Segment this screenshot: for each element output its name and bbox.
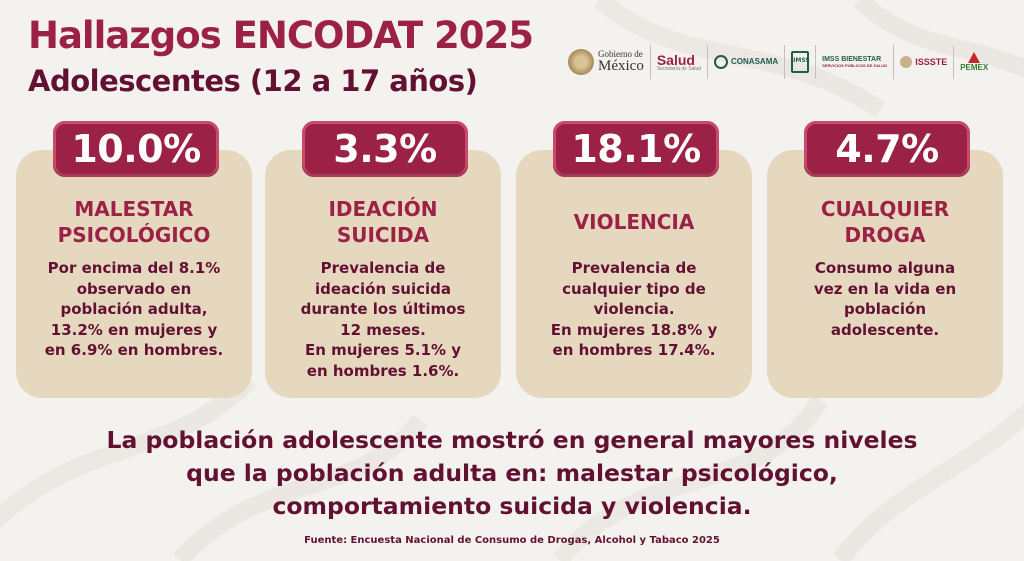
card-description: Prevalencia de cualquier tipo de violenc… xyxy=(516,258,752,361)
imss-bienestar-sub-label: SERVICIOS PÚBLICOS DE SALUD xyxy=(822,62,888,68)
issste-logo: ISSSTE xyxy=(893,45,953,79)
stat-badge: 3.3% xyxy=(302,121,468,177)
card-line: en 6.9% en hombres. xyxy=(44,341,224,359)
card-line: 12 meses. xyxy=(340,320,426,339)
card-malestar-psicologico xyxy=(16,150,252,398)
imss-label: IMSS xyxy=(791,51,810,73)
card-description: Por encima del 8.1% observado en poblaci… xyxy=(16,258,252,361)
card-description: Consumo alguna vez en la vida en poblaci… xyxy=(767,258,1003,340)
stat-badge: 18.1% xyxy=(553,121,719,177)
card-heading-line: VIOLENCIA xyxy=(573,210,695,234)
card-heading: MALESTAR PSICOLÓGICO xyxy=(16,194,252,250)
card-heading-line: DROGA xyxy=(844,223,926,247)
card-heading-line: IDEACIÓN xyxy=(328,197,438,221)
page-subtitle: Adolescentes (12 a 17 años) xyxy=(28,64,478,98)
conclusion-text: La población adolescente mostró en gener… xyxy=(40,424,984,523)
conasama-label: CONASAMA xyxy=(731,56,779,66)
pemex-logo: PEMEX xyxy=(953,45,994,79)
card-heading-line: SUICIDA xyxy=(336,223,430,247)
card-line: población adulta, xyxy=(60,300,208,318)
source-citation: Fuente: Encuesta Nacional de Consumo de … xyxy=(304,535,720,546)
conclusion-line: La población adolescente mostró en gener… xyxy=(106,426,918,454)
card-line: ideación suicida xyxy=(314,279,452,298)
card-line: 13.2% en mujeres y xyxy=(50,320,218,339)
stat-value: 4.7% xyxy=(835,127,939,171)
card-heading: IDEACIÓN SUICIDA xyxy=(265,194,501,250)
issste-icon xyxy=(900,56,913,68)
salud-logo: Salud Secretaría de Salud xyxy=(649,45,707,79)
card-heading-line: PSICOLÓGICO xyxy=(57,223,211,247)
card-line: Por encima del 8.1% xyxy=(47,259,221,277)
page-title: Hallazgos ENCODAT 2025 xyxy=(28,14,534,57)
salud-sub-label: Secretaría de Salud xyxy=(656,65,702,72)
stat-badge: 10.0% xyxy=(53,121,219,177)
card-heading-line: CUALQUIER xyxy=(820,197,950,221)
pemex-label: PEMEX xyxy=(960,63,989,72)
card-line: adolescente. xyxy=(830,320,940,339)
institution-logos: Gobierno de México Salud Secretaría de S… xyxy=(562,44,1002,80)
issste-label: ISSSTE xyxy=(915,56,948,67)
card-line: durante los últimos xyxy=(300,300,466,318)
stat-value: 3.3% xyxy=(333,127,437,171)
conclusion-line: que la población adulta en: malestar psi… xyxy=(186,459,838,487)
conasama-icon xyxy=(714,55,729,69)
card-line: violencia. xyxy=(593,300,675,318)
card-line: población xyxy=(843,300,927,318)
card-line: en hombres 1.6%. xyxy=(306,361,460,380)
stat-value: 10.0% xyxy=(71,127,201,171)
card-heading: CUALQUIER DROGA xyxy=(767,194,1003,250)
card-cualquier-droga xyxy=(767,150,1003,398)
card-ideacion-suicida xyxy=(265,150,501,398)
imss-bienestar-logo: IMSS BIENESTAR SERVICIOS PÚBLICOS DE SAL… xyxy=(815,45,893,79)
card-line: Prevalencia de xyxy=(571,259,697,277)
card-heading: VIOLENCIA xyxy=(516,194,752,250)
eagle-seal-icon xyxy=(568,49,594,75)
gobierno-label: Gobierno de xyxy=(598,49,643,59)
card-line: En mujeres 5.1% y xyxy=(304,341,462,359)
conclusion-line: comportamiento suicida y violencia. xyxy=(272,492,752,520)
card-violencia xyxy=(516,150,752,398)
card-line: Prevalencia de xyxy=(320,259,446,277)
card-heading-line: MALESTAR xyxy=(74,197,194,221)
card-line: vez en la vida en xyxy=(813,279,957,298)
stat-badge: 4.7% xyxy=(804,121,970,177)
pemex-drop-icon xyxy=(968,52,981,63)
imss-bienestar-label: IMSS BIENESTAR xyxy=(822,56,882,64)
conasama-logo: CONASAMA xyxy=(707,45,784,79)
card-line: cualquier tipo de xyxy=(562,279,706,298)
gobierno-mexico-logo: Gobierno de México xyxy=(562,45,650,79)
card-description: Prevalencia de ideación suicida durante … xyxy=(265,258,501,381)
card-line: observado en xyxy=(76,279,192,298)
stat-value: 18.1% xyxy=(571,127,701,171)
card-line: En mujeres 18.8% y xyxy=(550,320,718,339)
salud-label: Salud xyxy=(656,51,695,68)
card-line: en hombres 17.4%. xyxy=(552,341,716,359)
card-line: Consumo alguna xyxy=(814,259,956,277)
mexico-label: México xyxy=(598,58,644,74)
imss-logo: IMSS xyxy=(784,45,815,79)
